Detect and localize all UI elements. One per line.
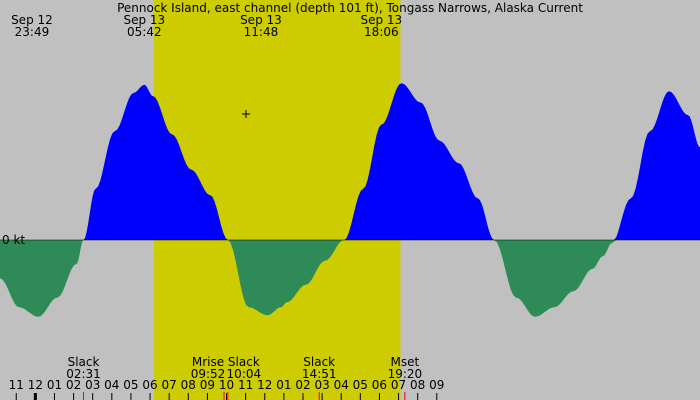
extremum-time-label: 18:06 <box>364 25 399 39</box>
event-labels: Slack02:31Mrise09:52Slack10:04Slack14:51… <box>66 355 422 400</box>
hour-tick-label: 06 <box>372 378 387 392</box>
event-name-label: Mrise <box>192 355 224 369</box>
hour-tick-label: 04 <box>104 378 119 392</box>
event-name-label: Slack <box>228 355 260 369</box>
event-name-label: Slack <box>303 355 335 369</box>
hour-tick-label: 08 <box>410 378 425 392</box>
event-time-label: 14:51 <box>302 367 337 381</box>
hour-tick-label: 07 <box>162 378 177 392</box>
extremum-date-label: Sep 12 <box>11 13 53 27</box>
hour-tick-label: 06 <box>142 378 157 392</box>
hour-axis: 11 12 01 02 03 04 05 06 07 08 09 10 11 12 01 02 03 04 05 06… <box>9 378 444 400</box>
extremum-date-label: Sep 13 <box>360 13 402 27</box>
hour-tick-label: 12 <box>28 378 43 392</box>
hour-tick-label: 11 <box>238 378 253 392</box>
hour-tick-label: 10 <box>219 378 234 392</box>
hour-tick-label: 02 <box>66 378 81 392</box>
extremum-date-label: Sep 13 <box>240 13 282 27</box>
zero-knot-label: 0 kt <box>2 233 25 247</box>
extremum-time-label: 05:42 <box>127 25 162 39</box>
hour-tick-label: 08 <box>181 378 196 392</box>
event-time-label: 10:04 <box>227 367 262 381</box>
hour-tick-label: 04 <box>334 378 349 392</box>
hour-tick-label: 09 <box>429 378 444 392</box>
flood-current-area <box>0 83 700 240</box>
event-time-label: 09:52 <box>191 367 226 381</box>
hour-tick-label: 03 <box>85 378 100 392</box>
event-time-label: 19:20 <box>388 367 423 381</box>
ebb-current-area <box>0 240 700 317</box>
hour-tick-label: 11 <box>9 378 24 392</box>
event-time-label: 02:31 <box>66 367 101 381</box>
hour-tick-label: 01 <box>276 378 291 392</box>
extremum-time-label: 23:49 <box>15 25 50 39</box>
hour-tick-label: 07 <box>391 378 406 392</box>
hour-tick-label: 05 <box>353 378 368 392</box>
hour-tick-label: 01 <box>47 378 62 392</box>
hour-tick-label: 05 <box>123 378 138 392</box>
hour-tick-label: 03 <box>314 378 329 392</box>
hour-tick-label: 09 <box>200 378 215 392</box>
hour-tick-label: 12 <box>257 378 272 392</box>
extremum-date-label: Sep 13 <box>123 13 165 27</box>
event-name-label: Slack <box>68 355 100 369</box>
chart-title: Pennock Island, east channel (depth 101 … <box>117 1 583 15</box>
current-time-marker <box>242 110 250 118</box>
event-name-label: Mset <box>391 355 420 369</box>
hour-tick-label: 02 <box>295 378 310 392</box>
extremum-time-label: 11:48 <box>244 25 279 39</box>
